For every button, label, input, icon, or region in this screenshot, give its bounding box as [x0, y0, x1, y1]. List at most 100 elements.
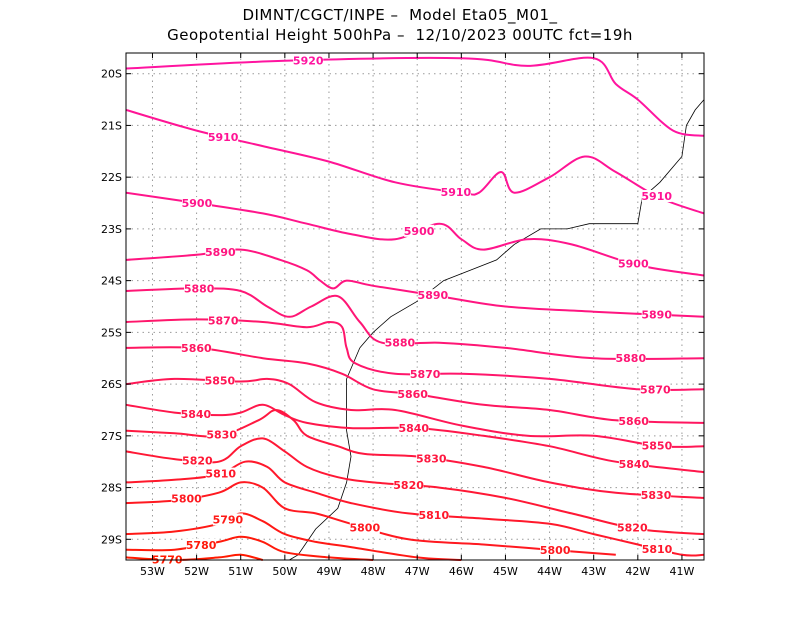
lat-tick-label: 21S: [101, 119, 122, 132]
contour-line-5910: [125, 108, 705, 215]
contour-line-5840: [125, 403, 705, 474]
contour-label-bg: [641, 190, 672, 203]
contour-label-bg: [349, 521, 380, 534]
contour-line-5850: [125, 377, 705, 448]
lon-tick-label: 44W: [537, 565, 562, 578]
contour-label-bg: [641, 308, 672, 321]
contour-label-bg: [540, 544, 571, 557]
contour-label-bg: [640, 383, 671, 396]
contour-line-5900: [125, 191, 705, 277]
contour-label-bg: [182, 454, 213, 467]
contour-label: 5840: [181, 408, 212, 421]
contour-line-5780: [125, 535, 374, 561]
contour-line-5890: [125, 248, 705, 318]
lat-tick-label: 28S: [101, 482, 122, 495]
contour-label-bg: [384, 336, 415, 349]
contour-label: 5900: [618, 258, 649, 271]
lat-tick-label: 27S: [101, 430, 122, 443]
contour-label: 5880: [616, 352, 647, 365]
lon-tick-label: 41W: [670, 565, 695, 578]
contour-line-5920: [125, 56, 705, 137]
contour-label: 5800: [540, 544, 571, 557]
contour-line-5860: [125, 346, 705, 424]
contour-label: 5820: [393, 479, 424, 492]
contour-label-bg: [171, 492, 202, 505]
contour-label: 5820: [617, 522, 648, 535]
lat-tick-label: 24S: [101, 275, 122, 288]
contour-label-bg: [404, 224, 435, 237]
lat-tick-label: 25S: [101, 326, 122, 339]
lon-tick-label: 51W: [228, 565, 253, 578]
coastline-south: [289, 347, 361, 561]
contour-label-bg: [418, 509, 449, 522]
lat-lon-grid: [126, 53, 704, 560]
contour-label: 5900: [182, 197, 213, 210]
contour-label: 5890: [641, 309, 672, 322]
contour-label: 5850: [642, 440, 673, 453]
lon-tick-label: 45W: [493, 565, 518, 578]
lon-tick-label: 42W: [625, 565, 650, 578]
contour-label: 5870: [208, 314, 239, 327]
lon-tick-label: 49W: [317, 565, 342, 578]
map-title-line-2: Geopotential Height 500hPa – 12/10/2023 …: [167, 26, 633, 44]
contour-label: 5910: [641, 190, 672, 203]
contour-label-bg: [206, 428, 237, 441]
contour-label: 5860: [618, 415, 649, 428]
contour-label-bg: [410, 367, 441, 380]
contour-label: 5840: [398, 422, 429, 435]
contour-label: 5850: [205, 375, 236, 388]
contour-label-bg: [641, 489, 672, 502]
contour-label: 5810: [418, 509, 449, 522]
contour-label: 5870: [640, 383, 671, 396]
lat-tick-label: 23S: [101, 223, 122, 236]
contour-label: 5900: [404, 225, 435, 238]
contour-label-bg: [212, 513, 243, 526]
contour-label: 5810: [205, 468, 236, 481]
contour-label: 5840: [619, 458, 650, 471]
map-title-line-1: DIMNT/CGCT/INPE – Model Eta05_M01_: [242, 6, 558, 24]
contour-label: 5820: [182, 454, 213, 467]
lat-tick-label: 26S: [101, 378, 122, 391]
contour-line-5880: [125, 287, 705, 360]
lon-tick-label: 48W: [361, 565, 386, 578]
contour-label-bg: [186, 538, 217, 551]
contour-label-bg: [641, 439, 672, 452]
coastline-southeast: [359, 99, 705, 349]
contour-line-5870: [125, 318, 705, 392]
contour-label-bg: [416, 452, 447, 465]
contour-label: 5890: [205, 246, 236, 259]
contour-label-bg: [181, 341, 212, 354]
contour-line-5790: [125, 512, 462, 561]
contour-label: 5830: [416, 453, 447, 466]
lon-tick-label: 46W: [449, 565, 474, 578]
lat-tick-label: 22S: [101, 171, 122, 184]
contour-label-bg: [293, 54, 324, 67]
lat-tick-label: 29S: [101, 533, 122, 546]
contour-label-bg: [618, 414, 649, 427]
contour-label-bg: [205, 245, 236, 258]
contour-label: 5790: [213, 513, 244, 526]
height-contours: [125, 56, 705, 562]
lon-tick-label: 50W: [272, 565, 297, 578]
contour-label-bg: [393, 479, 424, 492]
contour-label: 5830: [641, 489, 672, 502]
contour-label: 5920: [293, 54, 324, 67]
contour-label-bg: [618, 457, 649, 470]
contour-label: 5860: [181, 342, 212, 355]
lat-tick-label: 20S: [101, 68, 122, 81]
contour-label-bg: [615, 352, 646, 365]
contour-label-bg: [642, 542, 673, 555]
contour-label: 5910: [208, 131, 239, 144]
contour-label: 5800: [171, 492, 202, 505]
contour-label-bg: [180, 407, 211, 420]
contour-label: 5830: [206, 429, 237, 442]
contour-labels: 5920 5910 5910 5910 5900 5900 5900 5890 5890 5890…: [152, 54, 673, 567]
contour-label: 5870: [410, 368, 441, 381]
lon-tick-label: 52W: [184, 565, 209, 578]
contour-label-bg: [417, 289, 448, 302]
contour-label-bg: [617, 521, 648, 534]
contour-label-bg: [398, 422, 429, 435]
contour-label-bg: [618, 257, 649, 270]
